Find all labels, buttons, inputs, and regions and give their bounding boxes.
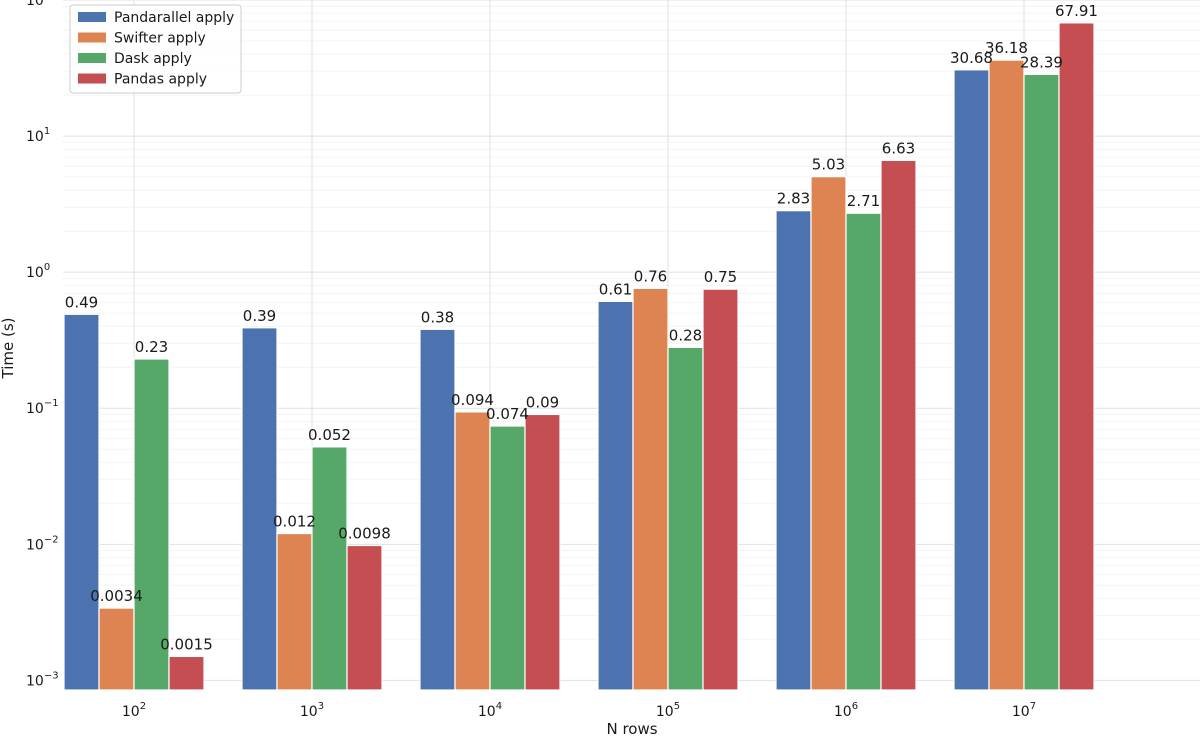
data-label: 28.39 — [1020, 53, 1063, 71]
bar — [241, 327, 278, 691]
x-tick-label: 104 — [478, 701, 502, 720]
data-label: 0.75 — [704, 268, 737, 286]
data-label: 0.39 — [243, 307, 276, 325]
bar — [524, 413, 561, 691]
bar — [63, 313, 100, 691]
data-label: 6.63 — [882, 139, 915, 157]
data-labels: 0.49 0.39 0.38 0.61 2.83 30.68 0.0034 0.012 0.09… — [65, 2, 1098, 654]
bar — [133, 358, 170, 691]
bar — [346, 544, 383, 691]
y-axis-ticks: 10−3 10−2 10−1 100 101 102 — [26, 0, 59, 689]
bar — [454, 411, 491, 691]
bar — [845, 212, 882, 691]
data-label: 0.61 — [599, 280, 632, 298]
bar — [419, 328, 456, 691]
bar — [988, 59, 1025, 691]
data-label: 0.0015 — [160, 635, 213, 653]
x-tick-label: 106 — [834, 701, 858, 720]
data-label: 0.074 — [486, 405, 529, 423]
data-label: 5.03 — [812, 156, 845, 174]
bar — [632, 287, 669, 691]
bar — [168, 655, 205, 691]
bar — [953, 69, 990, 691]
data-label: 2.83 — [777, 190, 810, 208]
data-label: 67.91 — [1055, 2, 1098, 20]
data-label: 0.28 — [669, 326, 702, 344]
legend-entry: Pandarallel apply — [114, 10, 234, 26]
bar — [880, 159, 917, 691]
y-axis-label: Time (s) — [0, 318, 17, 380]
legend-swatch — [78, 32, 106, 43]
bar — [702, 288, 739, 691]
x-tick-label: 105 — [656, 701, 680, 720]
data-label: 0.094 — [451, 391, 494, 409]
y-tick-label: 100 — [26, 262, 50, 281]
x-tick-label: 107 — [1012, 701, 1036, 720]
y-tick-label: 10−3 — [26, 670, 59, 689]
bar — [98, 607, 135, 691]
legend-swatch — [78, 12, 106, 22]
data-label: 0.76 — [634, 267, 667, 285]
data-label: 0.38 — [421, 308, 454, 326]
bars — [63, 22, 1095, 691]
bar — [597, 300, 634, 691]
data-label: 0.09 — [526, 393, 559, 411]
data-label: 0.012 — [273, 513, 316, 531]
x-axis-ticks: 102 103 104 105 106 107 — [122, 701, 1036, 720]
legend-entry: Dask apply — [114, 51, 192, 67]
bar — [489, 425, 526, 691]
bar — [276, 532, 313, 691]
data-label: 0.23 — [135, 338, 168, 356]
bar — [810, 176, 847, 691]
x-axis-label: N rows — [606, 720, 657, 737]
legend-swatch — [78, 53, 106, 63]
bar — [1023, 73, 1060, 691]
data-label: 36.18 — [985, 39, 1028, 57]
legend: Pandarallel apply Swifter apply Dask apply… — [69, 4, 242, 94]
data-label: 30.68 — [950, 49, 993, 67]
y-tick-label: 101 — [26, 126, 50, 145]
legend-entry: Pandas apply — [114, 72, 207, 88]
bar — [1058, 22, 1095, 691]
data-label: 0.49 — [65, 293, 98, 311]
y-tick-label: 102 — [26, 0, 50, 9]
y-tick-label: 10−2 — [26, 534, 59, 553]
x-tick-label: 102 — [122, 701, 146, 720]
y-tick-label: 10−1 — [26, 398, 59, 417]
bar — [775, 210, 812, 691]
data-label: 0.0098 — [338, 525, 391, 543]
bar — [667, 346, 704, 691]
legend-swatch — [78, 73, 106, 84]
legend-box — [69, 4, 242, 94]
data-label: 0.052 — [308, 426, 351, 444]
x-tick-label: 103 — [300, 701, 324, 720]
data-label: 2.71 — [847, 192, 880, 210]
bar — [311, 446, 348, 691]
data-label: 0.0034 — [90, 587, 143, 605]
legend-entry: Swifter apply — [114, 31, 206, 47]
